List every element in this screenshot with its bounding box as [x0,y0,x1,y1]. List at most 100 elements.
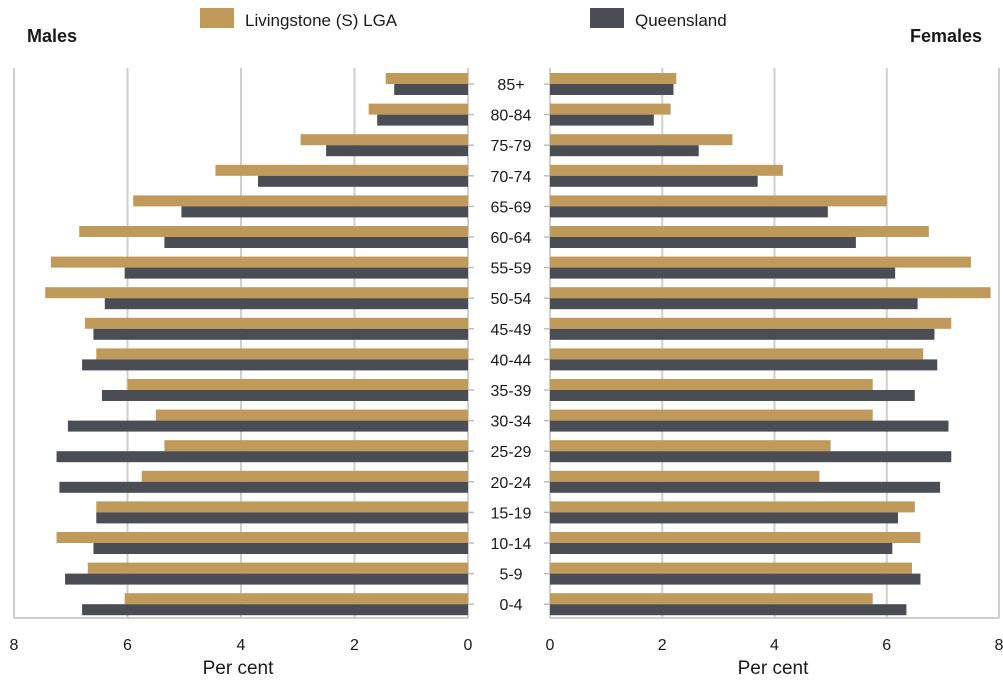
bar-females-queensland-75-79 [550,145,699,157]
bar-females-queensland-15-19 [550,512,898,524]
age-group-label: 25-29 [491,444,532,461]
bar-females-livingstone-85+ [550,73,677,84]
bar-males-livingstone-75-79 [300,134,468,146]
bar-females-queensland-10-14 [550,543,893,554]
age-group-label: 0-4 [499,597,522,614]
bar-females-livingstone-75-79 [550,134,733,146]
bar-males-livingstone-80-84 [368,103,468,115]
bar-females-livingstone-35-39 [550,379,873,390]
bar-females-livingstone-15-19 [550,501,915,513]
bar-males-queensland-60-64 [164,237,468,248]
bar-males-livingstone-0-4 [124,593,468,605]
age-group-label: 75-79 [491,138,532,155]
bar-males-queensland-30-34 [67,420,468,432]
bar-males-livingstone-10-14 [56,532,468,543]
legend: Livingstone (S) LGA Queensland [200,8,727,30]
bar-males-livingstone-40-44 [96,348,468,360]
legend-label-queensland: Queensland [635,11,727,30]
bar-females-queensland-0-4 [550,604,907,616]
bar-males-livingstone-50-54 [45,287,469,299]
axes: 0 0 2 2 4 4 6 6 8 8 85+ 80-84 75-79 70-74 65-69 60-64 55… [10,77,1003,654]
x-tick-label-males: 0 [464,637,473,654]
x-tick-label-females: 0 [546,637,555,654]
gridlines [13,68,1000,618]
bar-females-livingstone-55-59 [550,256,971,268]
bar-females-livingstone-60-64 [550,226,929,237]
bar-males-queensland-80-84 [377,114,468,126]
bar-females-livingstone-30-34 [550,409,873,421]
bar-males-queensland-10-14 [93,543,468,554]
bar-females-livingstone-45-49 [550,317,952,329]
bar-females-queensland-45-49 [550,328,935,340]
bar-males-livingstone-85+ [385,73,468,84]
bar-females-queensland-70-74 [550,175,758,187]
age-group-label: 10-14 [491,536,532,553]
bar-males-livingstone-25-29 [164,440,468,452]
age-group-label: 35-39 [491,383,532,400]
x-tick-label-females: 4 [770,637,779,654]
bar-males-queensland-40-44 [82,359,468,371]
bar-females-queensland-85+ [550,84,674,95]
bar-males-queensland-15-19 [96,512,468,524]
age-group-label: 65-69 [491,199,532,216]
bar-males-livingstone-35-39 [127,379,468,390]
bar-females-queensland-65-69 [550,206,828,218]
bar-females-queensland-35-39 [550,390,915,401]
x-tick-label-males: 2 [350,637,359,654]
males-panel-title: Males [27,26,77,46]
age-group-label: 40-44 [491,352,532,369]
bar-females-livingstone-70-74 [550,164,783,176]
x-tick-label-males: 8 [10,637,19,654]
bar-males-queensland-55-59 [124,267,468,279]
bar-females-queensland-50-54 [550,298,918,310]
bar-males-queensland-25-29 [56,451,468,463]
bar-males-queensland-35-39 [101,390,469,401]
bar-females-livingstone-80-84 [550,103,671,115]
x-axis-title-females: Per cent [738,658,809,679]
age-group-label: 5-9 [499,567,522,584]
age-group-label: 20-24 [491,475,532,492]
bar-females-livingstone-50-54 [550,287,991,299]
bar-males-livingstone-70-74 [215,164,468,176]
legend-swatch-queensland [590,8,624,28]
bar-females-livingstone-20-24 [550,470,820,482]
bar-females-queensland-40-44 [550,359,938,371]
bar-females-livingstone-5-9 [550,562,913,574]
bar-males-livingstone-30-34 [155,409,468,421]
bar-females-queensland-5-9 [550,573,921,585]
bar-males-queensland-45-49 [93,328,468,340]
age-group-label: 50-54 [491,291,532,308]
age-group-label: 15-19 [491,505,532,522]
bar-males-queensland-5-9 [65,573,468,585]
bar-males-queensland-65-69 [181,206,468,218]
bar-females-livingstone-65-69 [550,195,887,207]
x-tick-label-females: 8 [995,637,1003,654]
x-tick-label-females: 6 [882,637,891,654]
bar-males-livingstone-20-24 [141,470,468,482]
bar-males-livingstone-55-59 [50,256,468,268]
bar-males-queensland-70-74 [258,175,468,187]
age-group-label: 70-74 [491,169,532,186]
bar-females-queensland-25-29 [550,451,952,463]
x-axis-title-males: Per cent [203,658,274,679]
age-group-label: 45-49 [491,322,532,339]
bar-females-queensland-60-64 [550,237,856,248]
bar-females-livingstone-10-14 [550,532,921,543]
x-tick-label-females: 2 [658,637,667,654]
age-group-label: 30-34 [491,414,532,431]
bar-females-queensland-55-59 [550,267,896,279]
age-group-label: 60-64 [491,230,532,247]
legend-swatch-livingstone [200,8,234,28]
bar-females-livingstone-0-4 [550,593,873,605]
bar-males-queensland-20-24 [59,481,469,493]
bar-females-queensland-30-34 [550,420,949,432]
bar-males-livingstone-5-9 [87,562,469,574]
bar-males-livingstone-65-69 [133,195,469,207]
age-group-label: 80-84 [491,108,532,125]
x-tick-label-males: 4 [237,637,246,654]
bar-males-queensland-0-4 [82,604,468,616]
bar-males-queensland-85+ [394,84,468,95]
legend-label-livingstone: Livingstone (S) LGA [245,11,398,30]
